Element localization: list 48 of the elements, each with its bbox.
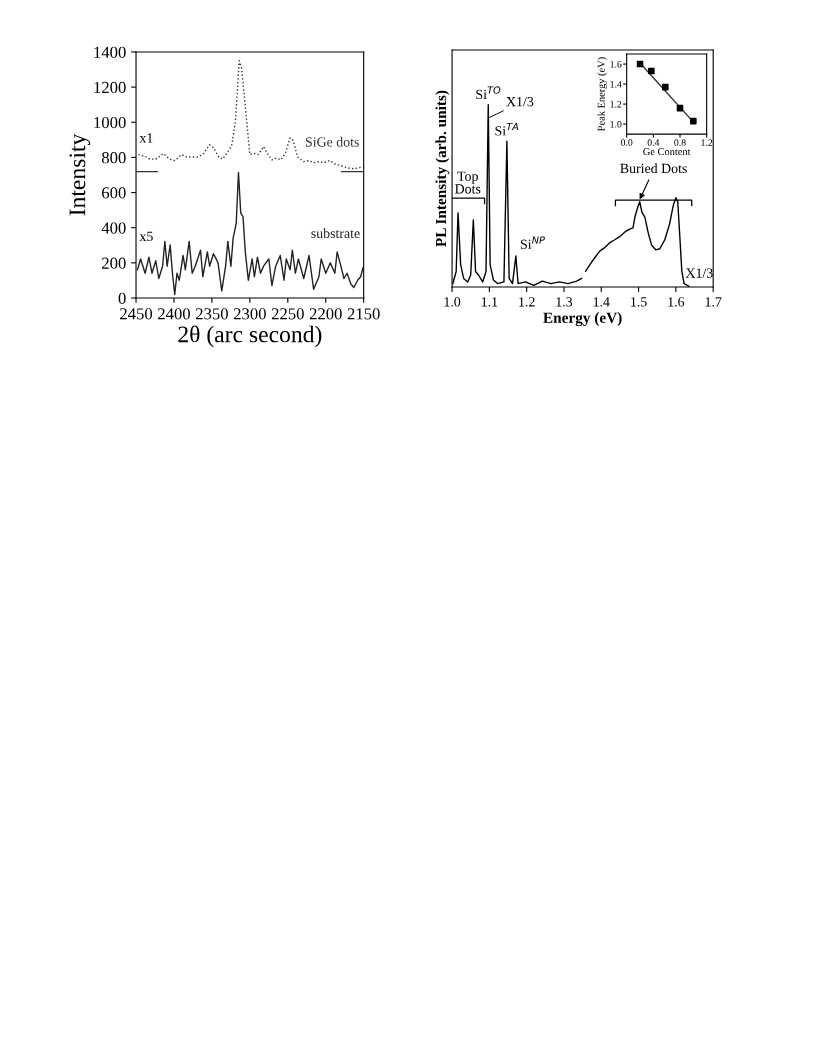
annotation: x5 [139, 231, 153, 242]
x-axis-title: 2θ (arc second) [178, 325, 322, 348]
y-tick-label: 400 [101, 222, 126, 234]
annotation: Buried Dots [620, 163, 687, 174]
x-tick-label: 0.0 [620, 139, 633, 146]
y-tick-label: 1400 [94, 46, 126, 58]
x-tick-label: 1.5 [631, 297, 647, 307]
x-tick-label: 1.2 [701, 139, 713, 146]
x-axis-title: Ge Content [643, 148, 691, 156]
y-tick-label: 1.0 [610, 121, 622, 128]
annotation: x1 [139, 133, 153, 143]
x-tick-label: 0.8 [674, 139, 686, 146]
series-label: SiGe dots [305, 136, 359, 147]
x-tick-label: 1.1 [481, 297, 498, 307]
x-tick-label: 2400 [158, 308, 190, 320]
x-tick-label: 2300 [233, 308, 266, 320]
x-tick-label: 1.4 [593, 297, 610, 307]
y-tick-label: 200 [102, 257, 126, 269]
y-tick-label: 600 [102, 187, 126, 199]
annotation: Si$^{NP}$ [520, 236, 545, 249]
y-tick-label: 0 [118, 292, 126, 304]
annotation: Si$^{TO}$ [476, 86, 501, 100]
x-tick-label: 1.6 [668, 297, 685, 307]
x-tick-label: 2150 [347, 308, 380, 320]
x-tick-label: 1.2 [519, 297, 535, 307]
y-tick-label: 800 [101, 152, 126, 164]
x-tick-label: 2450 [120, 308, 153, 320]
y-axis-title: Peak Energy (eV) [597, 57, 607, 132]
x-tick-label: 2200 [309, 308, 342, 320]
y-axis-title: Intensity [69, 133, 91, 216]
annotation: Si$^{TA}$ [495, 122, 519, 136]
y-tick-label: 1.2 [610, 101, 622, 108]
x-axis-title: Energy (eV) [543, 312, 622, 327]
annotation: X1/3 [685, 268, 713, 278]
y-tick-label: 1.6 [610, 61, 622, 68]
y-tick-label: 1000 [94, 116, 126, 129]
x-tick-label: 0.4 [647, 139, 660, 146]
y-tick-label: 1200 [94, 81, 126, 94]
y-tick-label: 1.4 [610, 81, 622, 88]
series-label: substrate [311, 228, 360, 239]
annotation: X1/3 [506, 97, 534, 107]
y-axis-title: PL Intensity (arb. units) [435, 90, 450, 247]
x-tick-label: 1.0 [444, 297, 461, 307]
x-tick-label: 1.7 [705, 297, 722, 307]
x-tick-label: 2250 [271, 308, 304, 320]
annotation: Top Dots [455, 171, 481, 194]
x-tick-label: 1.3 [556, 297, 573, 307]
x-tick-label: 2350 [195, 308, 228, 320]
